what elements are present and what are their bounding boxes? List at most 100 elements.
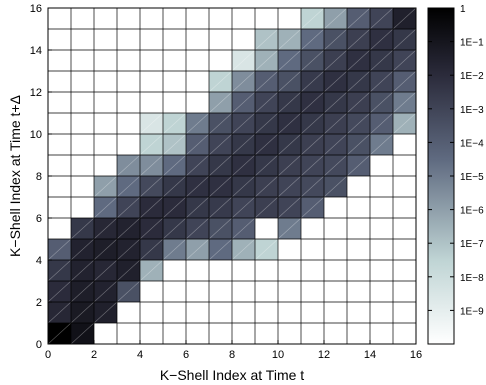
heatmap-cell bbox=[370, 8, 393, 29]
cell-diagonal bbox=[254, 28, 279, 51]
cell-diagonal bbox=[231, 112, 256, 135]
heatmap-cell bbox=[94, 260, 117, 281]
heatmap-cell bbox=[324, 50, 347, 71]
cell-diagonal bbox=[231, 196, 256, 219]
heatmap-cell bbox=[209, 218, 232, 239]
heatmap-cell bbox=[301, 8, 324, 29]
heatmap-cell bbox=[140, 239, 163, 260]
cell-diagonal bbox=[254, 238, 279, 261]
heatmap-cell bbox=[163, 113, 186, 134]
cell-diagonal bbox=[231, 175, 256, 198]
heatmap-cell bbox=[301, 155, 324, 176]
cell-diagonal bbox=[300, 154, 325, 177]
cell-diagonal bbox=[139, 175, 164, 198]
heatmap-cell bbox=[232, 134, 255, 155]
y-axis-ticks: 0 2 4 6 8 10 12 14 16 bbox=[30, 3, 52, 351]
heatmap-cell bbox=[186, 218, 209, 239]
heatmap-cell bbox=[71, 323, 94, 344]
heatmap-cell bbox=[393, 8, 416, 29]
cell-diagonal bbox=[300, 49, 325, 72]
cell-diagonal bbox=[346, 112, 371, 135]
heatmap-cell bbox=[278, 218, 301, 239]
cell-diagonal bbox=[162, 133, 187, 156]
cell-diagonal bbox=[369, 91, 394, 114]
x-tick-label: 2 bbox=[91, 349, 97, 361]
heatmap-cell bbox=[370, 92, 393, 113]
y-tick-label: 10 bbox=[30, 129, 42, 141]
colorbar-tick-label: 1E−6 bbox=[460, 206, 484, 217]
cell-diagonal bbox=[277, 196, 302, 219]
cell-diagonal bbox=[323, 49, 348, 72]
cell-diagonal bbox=[254, 112, 279, 135]
heatmap-cell bbox=[94, 302, 117, 323]
cell-diagonal bbox=[369, 112, 394, 135]
colorbar-tick-label: 1E−2 bbox=[460, 71, 484, 82]
cell-diagonal bbox=[277, 91, 302, 114]
heatmap-cell bbox=[232, 92, 255, 113]
y-tick-label: 14 bbox=[30, 45, 42, 57]
heatmap-cell bbox=[255, 134, 278, 155]
cell-diagonal bbox=[208, 70, 233, 93]
heatmap-cell bbox=[117, 197, 140, 218]
x-axis-label: K−Shell Index at Time t bbox=[160, 367, 304, 383]
heatmap-cell bbox=[48, 260, 71, 281]
heatmap-cell bbox=[301, 50, 324, 71]
heatmap-cell bbox=[255, 29, 278, 50]
cell-diagonal bbox=[277, 28, 302, 51]
heatmap-cell bbox=[117, 281, 140, 302]
cell-diagonal bbox=[346, 154, 371, 177]
heatmap-cell bbox=[255, 113, 278, 134]
heatmap-cell bbox=[324, 134, 347, 155]
cell-diagonal bbox=[93, 259, 118, 282]
cell-diagonal bbox=[47, 301, 72, 324]
cell-diagonal bbox=[254, 175, 279, 198]
heatmap-cell bbox=[393, 113, 416, 134]
cell-diagonal bbox=[369, 133, 394, 156]
y-tick-label: 6 bbox=[36, 213, 42, 225]
cell-diagonal bbox=[116, 217, 141, 240]
y-axis-label: K−Shell Index at Time t+Δ bbox=[7, 95, 23, 257]
cell-diagonal bbox=[254, 91, 279, 114]
heatmap-cell bbox=[301, 71, 324, 92]
cell-diagonal bbox=[70, 301, 95, 324]
cell-diagonal bbox=[208, 238, 233, 261]
cell-diagonal bbox=[392, 28, 417, 51]
cell-diagonal bbox=[231, 91, 256, 114]
cell-diagonal bbox=[231, 154, 256, 177]
cell-diagonal bbox=[116, 238, 141, 261]
cell-diagonal bbox=[300, 112, 325, 135]
heatmap-cell bbox=[324, 8, 347, 29]
cell-diagonal bbox=[93, 301, 118, 324]
cell-diagonal bbox=[323, 112, 348, 135]
colorbar-tick-label: 1 bbox=[460, 4, 466, 15]
cell-diagonal bbox=[185, 133, 210, 156]
heatmap-cell bbox=[301, 134, 324, 155]
cell-diagonal bbox=[369, 7, 394, 30]
cell-diagonal bbox=[162, 175, 187, 198]
heatmap-cell bbox=[186, 176, 209, 197]
x-tick-label: 8 bbox=[229, 349, 235, 361]
heatmap-cell bbox=[347, 92, 370, 113]
cell-diagonal bbox=[346, 7, 371, 30]
cell-diagonal bbox=[254, 154, 279, 177]
cell-diagonal bbox=[277, 217, 302, 240]
heatmap-cell bbox=[48, 281, 71, 302]
cell-diagonal bbox=[116, 259, 141, 282]
heatmap-cell bbox=[232, 155, 255, 176]
heatmap-cell bbox=[117, 260, 140, 281]
cell-diagonal bbox=[277, 49, 302, 72]
cell-diagonal bbox=[47, 322, 72, 345]
heatmap-cell bbox=[94, 197, 117, 218]
heatmap-cell bbox=[255, 71, 278, 92]
cell-diagonal bbox=[323, 154, 348, 177]
cell-diagonal bbox=[70, 238, 95, 261]
heatmap-cell bbox=[301, 113, 324, 134]
colorbar-tick-label: 1E−9 bbox=[460, 306, 484, 317]
cell-diagonal bbox=[139, 259, 164, 282]
cell-diagonal bbox=[277, 70, 302, 93]
heatmap-cell bbox=[232, 176, 255, 197]
cell-diagonal bbox=[300, 28, 325, 51]
heatmap-cell bbox=[347, 134, 370, 155]
cell-diagonal bbox=[208, 154, 233, 177]
